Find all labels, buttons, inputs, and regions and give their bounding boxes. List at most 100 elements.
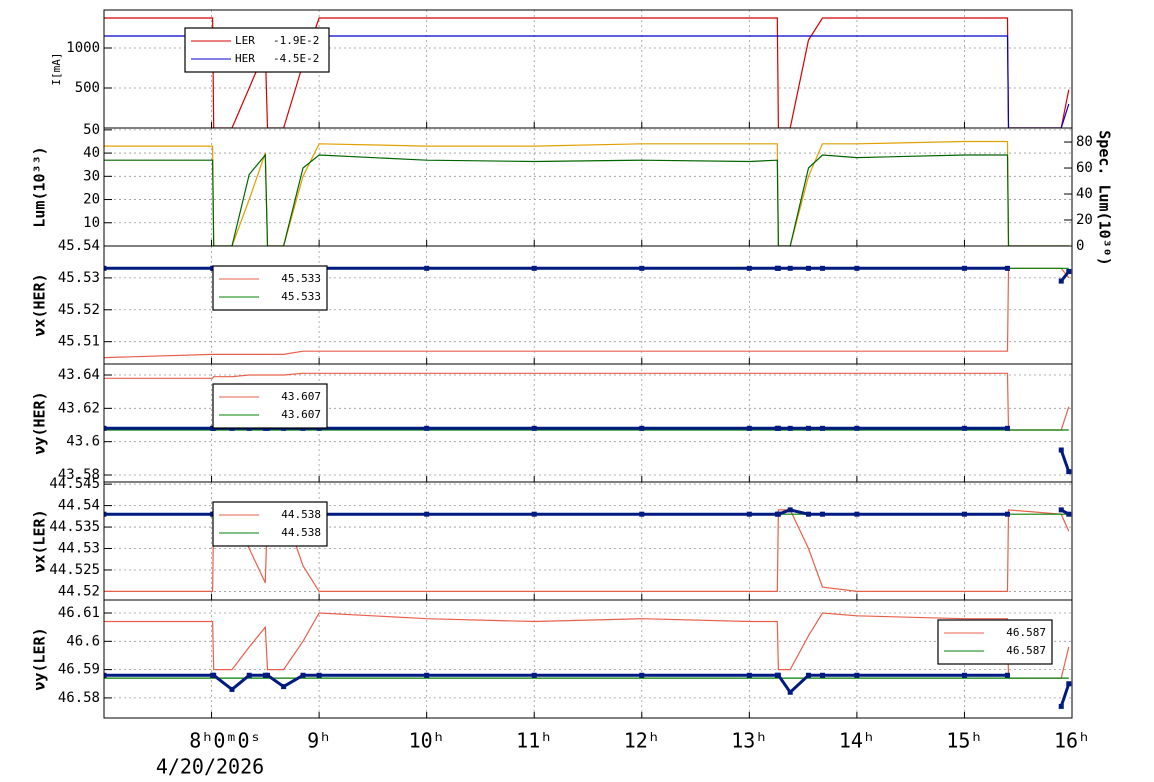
- legend-value: -4.5E-2: [273, 52, 319, 65]
- y-tick-label: 44.535: [49, 519, 100, 535]
- marker: [787, 689, 793, 695]
- marker: [775, 672, 781, 678]
- legend-box: [937, 619, 1053, 665]
- legend-label: HER: [235, 52, 255, 65]
- marker: [746, 265, 752, 271]
- marker: [1066, 469, 1072, 475]
- y-tick-label: 1000: [66, 40, 100, 56]
- marker: [281, 684, 287, 690]
- y-axis-label: νy(LER): [31, 627, 49, 690]
- marker: [1058, 278, 1064, 284]
- legend-box: [212, 383, 328, 429]
- y-axis-label: I[mA]: [50, 52, 63, 85]
- y-axis-label: Lum(10³³): [31, 146, 49, 227]
- series-line: [104, 140, 1069, 246]
- marker: [787, 425, 793, 431]
- marker: [424, 265, 430, 271]
- y-axis-label: νy(HER): [31, 391, 49, 454]
- legend-label: 43.607: [281, 408, 321, 421]
- y-tick-label: 500: [75, 80, 100, 96]
- marker: [424, 672, 430, 678]
- marker: [424, 511, 430, 517]
- y-tick-label: 40: [83, 145, 100, 161]
- marker: [316, 672, 322, 678]
- legend-box: [212, 501, 328, 547]
- x-tick-label: 10ʰ: [409, 729, 445, 753]
- marker: [961, 425, 967, 431]
- marker: [104, 672, 107, 678]
- y2-tick-label: 60: [1076, 160, 1093, 176]
- y-tick-label: 46.6: [66, 633, 100, 649]
- y2-tick-label: 0: [1076, 238, 1084, 254]
- marker: [531, 511, 537, 517]
- y-tick-label: 46.58: [58, 690, 100, 706]
- y-tick-label: 46.59: [58, 662, 100, 678]
- series-line: [104, 426, 1071, 473]
- y-axis-label: νx(HER): [31, 273, 49, 336]
- y-tick-label: 44.52: [58, 583, 100, 599]
- series-line: [104, 612, 1070, 679]
- marker: [1066, 269, 1072, 275]
- legend-label: 45.533: [281, 272, 321, 285]
- marker: [531, 672, 537, 678]
- marker: [961, 265, 967, 271]
- series-line: [104, 17, 1070, 128]
- marker: [775, 265, 781, 271]
- legend-box: [212, 265, 328, 311]
- marker: [104, 425, 107, 431]
- plot-area: [104, 140, 1069, 246]
- marker: [746, 425, 752, 431]
- legend-label: 44.538: [281, 508, 321, 521]
- y-tick-label: 45.53: [58, 270, 100, 286]
- marker: [775, 511, 781, 517]
- marker: [805, 425, 811, 431]
- x-tick-label: 9ʰ: [307, 729, 331, 753]
- y-tick-label: 43.64: [58, 367, 100, 383]
- y-tick-label: 46.61: [58, 605, 100, 621]
- marker: [211, 672, 217, 678]
- marker: [787, 265, 793, 271]
- marker: [961, 511, 967, 517]
- x-tick-label: 14ʰ: [839, 729, 875, 753]
- y-tick-label: 44.53: [58, 541, 100, 557]
- y-tick-label: 45.51: [58, 334, 100, 350]
- marker: [819, 265, 825, 271]
- series-line: [104, 673, 1071, 707]
- y2-tick-label: 20: [1076, 212, 1093, 228]
- x-tick-label: 11ʰ: [516, 729, 552, 753]
- marker: [531, 265, 537, 271]
- marker: [1058, 703, 1064, 709]
- marker: [1004, 672, 1010, 678]
- marker: [1066, 511, 1072, 517]
- marker: [104, 511, 107, 517]
- marker: [819, 672, 825, 678]
- legend-label: 46.587: [1006, 644, 1046, 657]
- marker: [854, 425, 860, 431]
- y-tick-label: 44.525: [49, 562, 100, 578]
- series-line: [104, 267, 1070, 359]
- marker: [1004, 425, 1010, 431]
- y2-tick-label: 80: [1076, 134, 1093, 150]
- plot-area: [104, 612, 1072, 709]
- marker: [805, 511, 811, 517]
- legend-label: 44.538: [281, 526, 321, 539]
- x-axis-label: 4/20/2026: [156, 755, 264, 779]
- y-tick-label: 45.52: [58, 302, 100, 318]
- y-tick-label: 45.54: [58, 238, 100, 254]
- panel-frame: [103, 127, 1073, 247]
- marker: [961, 672, 967, 678]
- marker: [775, 425, 781, 431]
- marker: [300, 672, 306, 678]
- marker: [1058, 507, 1064, 513]
- series-line: [104, 509, 1070, 592]
- marker: [531, 425, 537, 431]
- y-tick-label: 50: [83, 122, 100, 138]
- series-line: [104, 153, 1069, 246]
- marker: [246, 672, 252, 678]
- marker: [854, 265, 860, 271]
- y-tick-label: 30: [83, 168, 100, 184]
- y2-axis-label: Spec. Lum(10³⁰): [1096, 130, 1114, 265]
- marker: [854, 672, 860, 678]
- marker: [639, 672, 645, 678]
- y-tick-label: 43.58: [58, 467, 100, 483]
